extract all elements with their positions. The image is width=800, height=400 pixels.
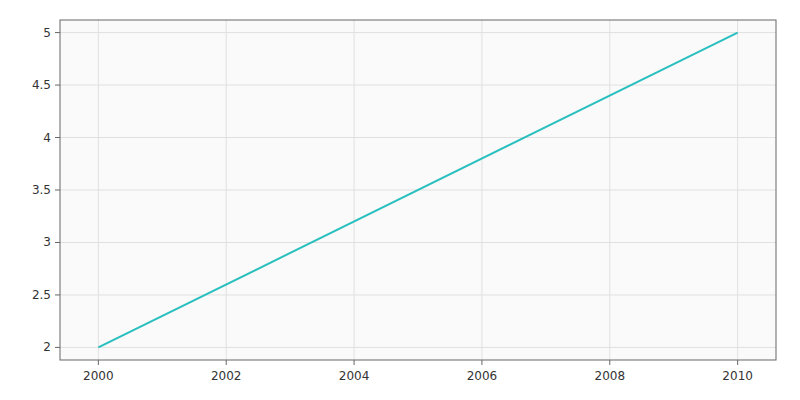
y-tick-label: 3: [43, 235, 51, 249]
plot-frame: [60, 20, 776, 360]
y-tick-label: 4: [43, 131, 51, 145]
y-tick: [55, 294, 60, 295]
y-grid-line: [60, 32, 776, 33]
line: [98, 33, 737, 348]
axes: 2000 2002 2004 2006 2008 2010 2 2.5 3 3.5 4 4.5 5: [32, 26, 753, 383]
x-tick: [98, 360, 99, 365]
y-tick: [55, 242, 60, 243]
y-tick-label: 2.5: [32, 288, 51, 302]
x-tick-label: 2000: [83, 369, 114, 383]
y-tick: [55, 85, 60, 86]
x-tick-label: 2010: [722, 369, 753, 383]
grid: [60, 20, 776, 360]
y-grid-line: [60, 137, 776, 138]
y-tick: [55, 190, 60, 191]
y-tick-label: 3.5: [32, 183, 51, 197]
x-tick-label: 2008: [595, 369, 626, 383]
chart-container: 2000 2002 2004 2006 2008 2010 2 2.5 3 3.5 4 4.5 5: [0, 0, 800, 400]
x-tick: [481, 360, 482, 365]
x-tick-label: 2006: [467, 369, 498, 383]
x-tick-label: 2002: [211, 369, 242, 383]
y-grid-line: [60, 347, 776, 348]
y-tick: [55, 32, 60, 33]
plot-background: [60, 20, 776, 360]
data-layer: [98, 33, 737, 348]
y-tick-label: 2: [43, 340, 51, 354]
x-tick-label: 2004: [339, 369, 370, 383]
x-tick: [609, 360, 610, 365]
y-tick: [55, 347, 60, 348]
y-grid-line: [60, 242, 776, 243]
y-grid-line: [60, 294, 776, 295]
chart-svg: 2000 2002 2004 2006 2008 2010 2 2.5 3 3.5 4 4.5 5: [0, 0, 800, 400]
y-tick: [55, 137, 60, 138]
y-grid-line: [60, 85, 776, 86]
x-tick: [226, 360, 227, 365]
x-tick: [354, 360, 355, 365]
y-tick-label: 4.5: [32, 78, 51, 92]
y-tick-label: 5: [43, 26, 51, 40]
x-tick: [737, 360, 738, 365]
